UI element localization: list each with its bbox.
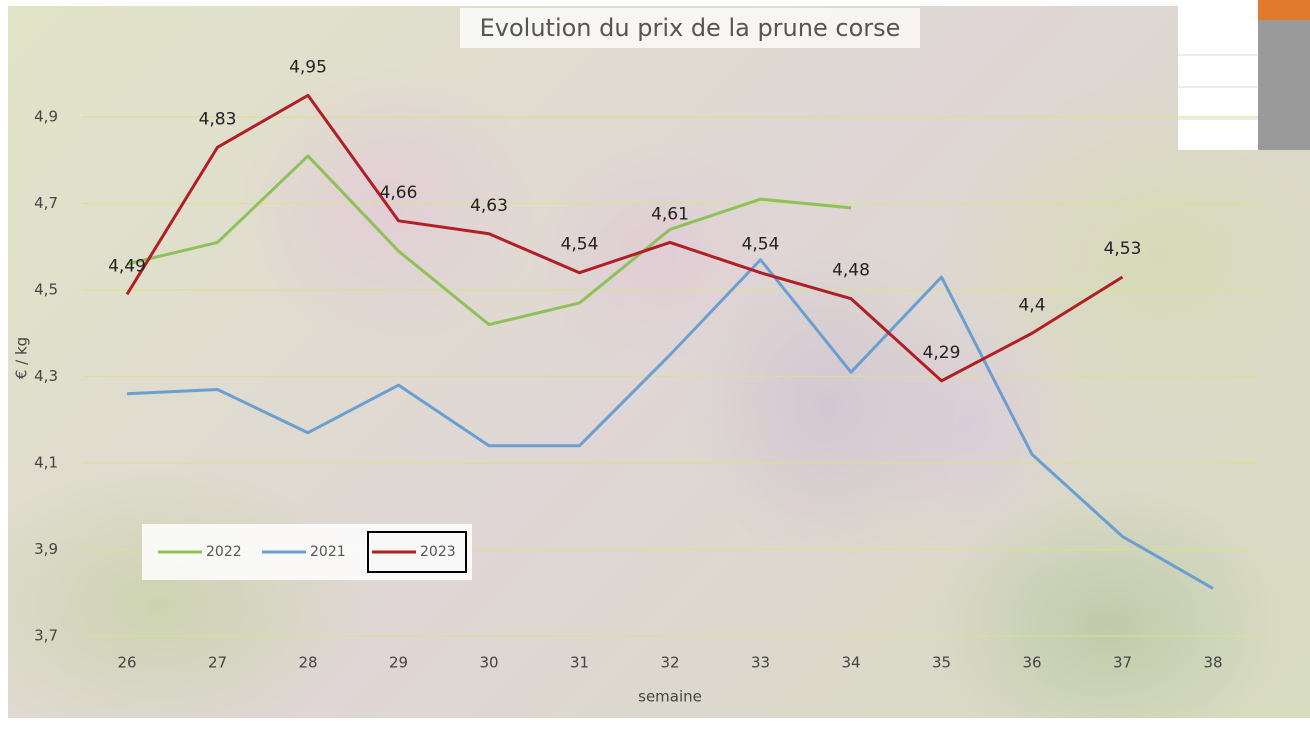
y-axis-title: € / kg [13, 337, 31, 379]
x-axis-title: semaine [638, 688, 702, 706]
x-tick-label: 35 [932, 654, 951, 672]
legend-label: 2023 [420, 544, 456, 560]
x-tick-label: 32 [660, 654, 679, 672]
x-tick-label: 34 [841, 654, 860, 672]
legend-label: 2021 [310, 544, 346, 560]
y-tick-label: 3,7 [34, 627, 58, 645]
window-orange [1258, 0, 1310, 20]
data-label: 4,4 [1018, 295, 1045, 315]
legend: 2022 2021 2023 [142, 524, 472, 580]
data-label: 4,53 [1104, 239, 1142, 259]
x-tick-label: 37 [1113, 654, 1132, 672]
x-tick-label: 31 [570, 654, 589, 672]
other-window [1178, 0, 1310, 150]
x-tick-label: 36 [1022, 654, 1041, 672]
series-line [126, 258, 1214, 590]
series-line [125, 93, 1124, 383]
background-photo [8, 6, 1310, 718]
y-tick-label: 4,1 [34, 454, 58, 472]
series-line [126, 154, 852, 327]
x-tick-label: 28 [298, 654, 317, 672]
data-label: 4,61 [651, 204, 689, 224]
data-label: 4,95 [289, 57, 327, 77]
title-box [460, 8, 920, 48]
data-label: 4,54 [561, 235, 599, 255]
window-gray [1258, 20, 1310, 150]
x-tick-label: 38 [1203, 654, 1222, 672]
data-label: 4,49 [108, 256, 146, 276]
y-tick-label: 4,9 [34, 108, 58, 126]
y-tick-label: 4,3 [34, 367, 58, 385]
data-label: 4,66 [380, 183, 418, 203]
y-tick-label: 4,5 [34, 281, 58, 299]
data-label: 4,29 [923, 343, 961, 363]
data-label: 4,63 [470, 196, 508, 216]
x-tick-label: 27 [208, 654, 227, 672]
x-tick-label: 33 [751, 654, 770, 672]
chart-title: Evolution du prix de la prune corse [480, 14, 901, 42]
data-label: 4,48 [832, 261, 870, 281]
x-tick-label: 26 [117, 654, 136, 672]
legend-label: 2022 [206, 544, 242, 560]
legend-focus [367, 531, 467, 573]
x-tick-label: 29 [389, 654, 408, 672]
y-tick-label: 3,9 [34, 540, 58, 558]
y-tick-label: 4,7 [34, 194, 58, 212]
data-label: 4,83 [199, 109, 237, 129]
x-tick-label: 30 [479, 654, 498, 672]
data-label: 4,54 [742, 235, 780, 255]
